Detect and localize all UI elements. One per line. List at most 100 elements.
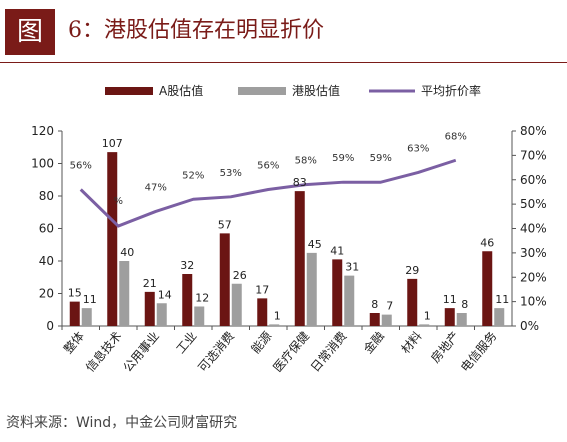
x-category-label: 房地产	[427, 328, 462, 365]
bar-hk-label: 1	[424, 309, 431, 322]
bar-a-share-label: 57	[218, 218, 232, 231]
y-left-tick-label: 20	[39, 287, 54, 301]
bar-a-share	[144, 291, 155, 326]
y-right-tick-label: 0%	[520, 319, 539, 333]
bar-a-share	[257, 298, 268, 326]
bar-a-share-label: 32	[180, 259, 194, 272]
bar-hk-label: 45	[308, 238, 322, 251]
bar-hk	[194, 306, 205, 326]
discount-point-label: 56%	[257, 161, 279, 172]
bar-hk-label: 11	[83, 293, 97, 306]
y-right-tick-label: 70%	[520, 148, 547, 162]
bar-hk	[81, 308, 92, 326]
bar-hk-label: 11	[495, 293, 509, 306]
x-category-label: 材料	[398, 329, 424, 356]
bar-a-share-label: 21	[143, 277, 157, 290]
bar-hk-label: 31	[345, 261, 359, 274]
y-left-tick-label: 60	[39, 222, 54, 236]
discount-polyline	[79, 158, 457, 228]
source-note: 资料来源：Wind，中金公司财富研究	[6, 415, 238, 431]
discount-point-label: 59%	[370, 153, 392, 164]
bar-a-share	[219, 233, 230, 326]
x-category-label: 医疗保健	[270, 329, 312, 375]
bar-a-share	[407, 278, 418, 326]
bar-hk	[306, 252, 317, 326]
bar-a-share	[369, 313, 380, 326]
bar-a-share	[482, 251, 493, 326]
bar-hk	[381, 314, 392, 326]
chart-labels: 15 11整体10740信息技术2114公用事业3212工业5726可选消费171…	[60, 131, 509, 374]
legend-label: 平均折价率	[421, 83, 481, 98]
x-category-label: 电信服务	[457, 328, 499, 374]
bar-hk	[119, 261, 130, 326]
y-right-tick-label: 30%	[520, 246, 547, 260]
x-category-label: 日常消费	[308, 329, 350, 375]
bar-a-share	[182, 274, 193, 326]
discount-point-label: 52%	[182, 170, 204, 181]
bar-a-share-label: 17	[255, 283, 269, 296]
x-category-label: 信息技术	[82, 328, 124, 374]
bar-a-share-label: 46	[480, 236, 494, 249]
y-left-tick-label: 120	[31, 124, 54, 138]
bar-hk-label: 8	[461, 298, 468, 311]
discount-point-label: 68%	[445, 131, 467, 142]
bar-a-share	[294, 191, 305, 326]
header-divider	[0, 62, 567, 63]
bar-a-share-label: 41	[330, 244, 344, 257]
bar-a-share	[69, 301, 80, 326]
y-right-tick-label: 80%	[520, 124, 547, 138]
discount-point-label: %	[113, 196, 123, 207]
valuation-chart: A股估值 港股估值 平均折价率 0 20 40 60 80 100 120 0% 10% 20% 30%…	[31, 83, 547, 375]
chart-legend: A股估值 港股估值 平均折价率	[105, 83, 481, 98]
discount-point-label: 59%	[332, 153, 354, 164]
y-left-tick-label: 100	[31, 157, 54, 171]
bar-hk	[269, 324, 280, 326]
chart-bars	[69, 152, 505, 326]
y-right-tick-label: 40%	[520, 222, 547, 236]
bar-hk	[494, 308, 505, 326]
bar-hk	[419, 324, 430, 326]
legend-swatch	[105, 87, 153, 95]
discount-point-label: 58%	[295, 156, 317, 167]
figure-badge: 图	[5, 9, 55, 55]
y-left-tick-label: 40	[39, 254, 54, 268]
bar-hk	[156, 303, 167, 326]
legend-label: 港股估值	[292, 83, 340, 98]
bar-a-share-label: 8	[371, 298, 378, 311]
figure-header: 图 6：港股估值存在明显折价	[0, 0, 567, 64]
bar-hk-label: 12	[195, 292, 209, 305]
y-left-tick-label: 0	[46, 319, 54, 333]
bar-hk-label: 40	[120, 246, 134, 259]
bar-hk-label: 26	[233, 269, 247, 282]
bar-a-share-label: 11	[443, 293, 457, 306]
chart-axes: 0 20 40 60 80 100 120 0% 10% 20% 30% 40% 50% 60% 70% 80…	[31, 124, 547, 333]
bar-hk-label: 1	[274, 309, 281, 322]
bar-a-share	[107, 152, 118, 326]
x-category-label: 公用事业	[120, 329, 162, 375]
legend-label: A股估值	[159, 83, 203, 98]
discount-line	[79, 158, 457, 228]
x-category-label: 金融	[360, 328, 387, 356]
bar-a-share-label: 29	[405, 264, 419, 277]
y-right-tick-label: 20%	[520, 270, 547, 284]
x-category-label: 工业	[173, 329, 199, 356]
y-left-tick-label: 80	[39, 189, 54, 203]
y-right-tick-label: 60%	[520, 173, 547, 187]
discount-point-label: 63%	[407, 143, 429, 154]
x-category-label: 可选消费	[195, 329, 237, 375]
bar-a-share-label: 83	[293, 176, 307, 189]
y-right-tick-label: 50%	[520, 197, 547, 211]
bar-a-share	[332, 259, 343, 326]
bar-hk-label: 7	[386, 300, 393, 313]
discount-point-label: 53%	[220, 168, 242, 179]
bar-hk	[231, 283, 242, 326]
bar-hk	[344, 275, 355, 326]
bar-a-share-label: 107	[102, 137, 123, 150]
bar-hk	[456, 313, 467, 326]
legend-swatch	[238, 87, 286, 95]
bar-a-share	[444, 308, 455, 326]
y-right-tick-label: 10%	[520, 295, 547, 309]
bar-hk-label: 14	[158, 288, 172, 301]
x-category-label: 能源	[248, 329, 274, 356]
figure-title: 6：港股估值存在明显折价	[68, 18, 324, 43]
